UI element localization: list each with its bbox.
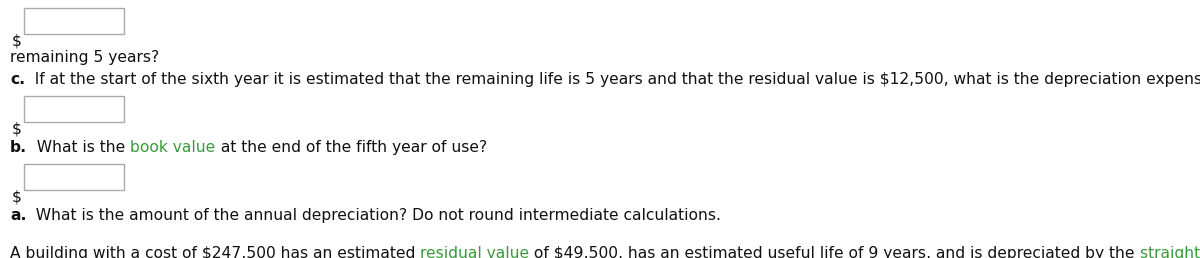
Text: at the end of the fifth year of use?: at the end of the fifth year of use? xyxy=(216,140,487,155)
Bar xyxy=(24,8,124,34)
Text: $: $ xyxy=(12,122,22,137)
Text: What is the: What is the xyxy=(28,140,131,155)
Text: a.: a. xyxy=(10,208,26,223)
Text: of $49,500, has an estimated useful life of 9 years, and is depreciated by the: of $49,500, has an estimated useful life… xyxy=(529,246,1140,258)
Text: book value: book value xyxy=(131,140,216,155)
Text: residual value: residual value xyxy=(420,246,529,258)
Text: $: $ xyxy=(12,34,22,49)
Text: c.: c. xyxy=(10,72,25,87)
Bar xyxy=(24,164,124,190)
Bar xyxy=(24,96,124,122)
Text: straight-line method: straight-line method xyxy=(1140,246,1200,258)
Text: What is the amount of the annual depreciation? Do not round intermediate calcula: What is the amount of the annual depreci… xyxy=(26,208,721,223)
Text: remaining 5 years?: remaining 5 years? xyxy=(10,50,160,65)
Text: If at the start of the sixth year it is estimated that the remaining life is 5 y: If at the start of the sixth year it is … xyxy=(25,72,1200,87)
Text: $: $ xyxy=(12,190,22,205)
Text: A building with a cost of $247,500 has an estimated: A building with a cost of $247,500 has a… xyxy=(10,246,420,258)
Text: b.: b. xyxy=(10,140,28,155)
